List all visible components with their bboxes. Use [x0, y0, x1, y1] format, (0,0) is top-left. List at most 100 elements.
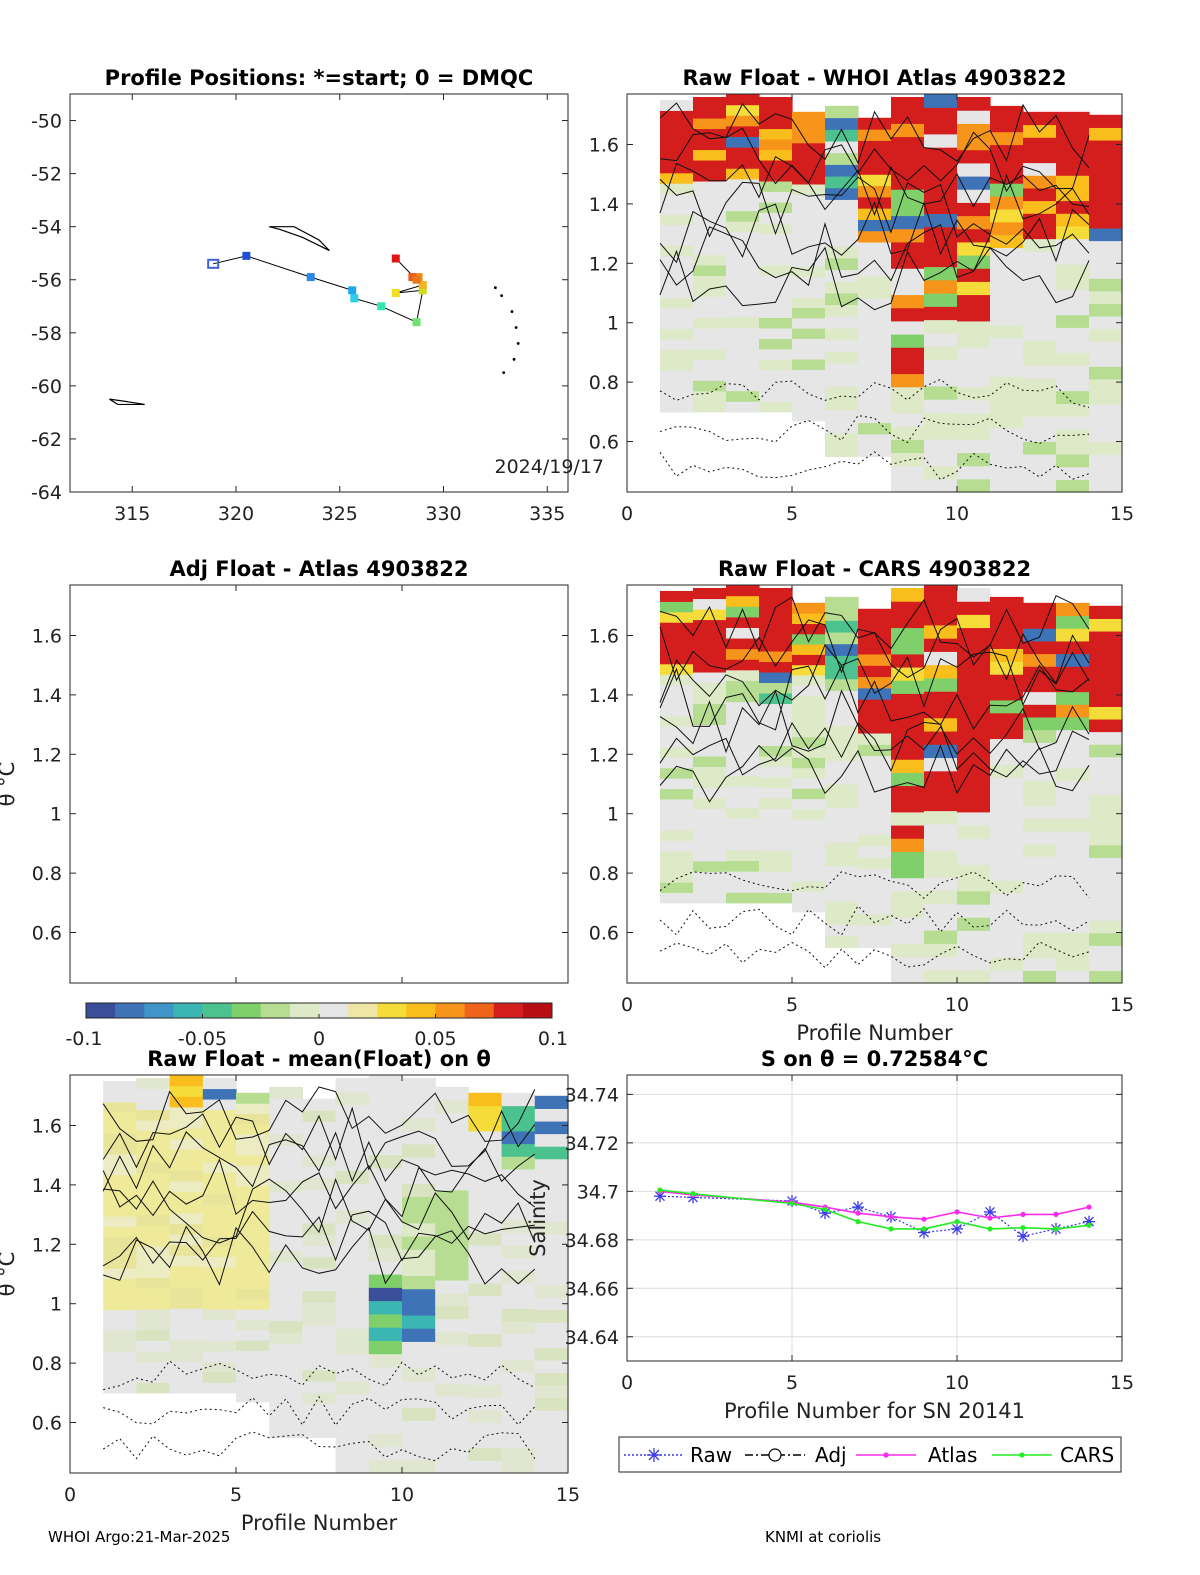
contour-line — [659, 127, 1090, 193]
heatmap-cell — [1056, 843, 1090, 857]
colorbar: -0.1 -0.05 0 0.05 0.1 — [65, 1002, 568, 1050]
heatmap-cell — [368, 1419, 403, 1434]
heatmap-cell — [236, 1113, 270, 1125]
heatmap-cell — [759, 243, 793, 255]
colorbar-swatch — [86, 1003, 116, 1018]
heatmap-cell — [924, 585, 958, 599]
heatmap-cell — [1089, 190, 1123, 204]
heatmap-cell — [924, 120, 958, 135]
heatmap-cell — [335, 1420, 370, 1435]
heatmap-cell — [169, 1149, 204, 1161]
heatmap-cell — [335, 1301, 370, 1316]
heatmap-cell — [759, 692, 793, 705]
heatmap-cell — [103, 1320, 137, 1332]
heatmap-cell — [534, 1120, 569, 1135]
heatmap-cell — [660, 193, 694, 205]
heatmap-cell — [792, 705, 826, 717]
heatmap-cell — [990, 376, 1024, 390]
colorbar-swatch — [493, 1003, 524, 1018]
heatmap-cell — [202, 1319, 237, 1331]
heatmap-cell — [891, 465, 925, 480]
heatmap-cell — [924, 677, 958, 692]
heatmap-cell — [726, 263, 760, 275]
heatmap-cell — [1089, 744, 1123, 758]
heatmap-cell — [335, 1328, 370, 1342]
panel-salinity: S on θ = 0.72584°C 0 5 10 15 34.64 34.66 34.68 3… — [526, 1047, 1134, 1423]
data-point — [1053, 1226, 1059, 1232]
heatmap-cell — [957, 412, 991, 427]
heatmap-cell — [1023, 263, 1057, 278]
heatmap-cell — [825, 234, 859, 247]
heatmap-cell — [693, 629, 727, 642]
heatmap-cell — [858, 800, 892, 813]
colorbar-tick-label: -0.05 — [178, 1028, 227, 1050]
x-tick-label: 10 — [945, 994, 969, 1016]
heatmap-cell — [957, 347, 991, 361]
heatmap-cell — [1023, 352, 1057, 366]
heatmap-cell — [468, 1130, 503, 1145]
heatmap-cell — [1056, 754, 1090, 769]
heatmap-cell — [990, 674, 1024, 688]
heatmap-cell — [136, 1245, 171, 1257]
heatmap-cell — [1089, 177, 1123, 191]
heatmap-cell — [924, 239, 958, 254]
heatmap-cell — [1056, 881, 1090, 895]
heatmap-cell — [792, 777, 826, 789]
heatmap-cell — [1089, 416, 1123, 430]
heatmap-cell — [1089, 932, 1123, 946]
heatmap-cell — [402, 1301, 436, 1316]
heatmap-cell — [169, 1276, 204, 1288]
heatmap-cell — [891, 759, 925, 773]
heatmap-cell — [924, 346, 958, 360]
island-sandwich — [510, 310, 514, 313]
heatmap-cell — [1089, 227, 1123, 242]
heatmap-cell — [858, 445, 892, 457]
heatmap-cell — [103, 1309, 137, 1321]
heatmap-cell — [269, 1425, 303, 1438]
heatmap-cell — [202, 1235, 237, 1247]
heatmap-cell — [759, 776, 793, 788]
y-tick-label: 1.6 — [32, 1115, 62, 1137]
y-tick-label: -60 — [31, 376, 62, 398]
heatmap-cell — [103, 1288, 137, 1300]
heatmap-cell — [990, 828, 1024, 843]
colorbar-swatch — [522, 1003, 553, 1018]
heatmap-cell — [335, 1433, 370, 1448]
heatmap-cell — [1023, 187, 1057, 202]
heatmap-cell — [468, 1447, 503, 1461]
data-point — [657, 1187, 663, 1193]
heatmap-cell — [792, 142, 826, 154]
heatmap-cell — [302, 1347, 337, 1359]
heatmap-cell — [468, 1270, 503, 1284]
heatmap-cell — [660, 297, 694, 309]
heatmap-cell — [435, 1370, 469, 1384]
y-tick-label: -50 — [31, 111, 62, 133]
heatmap-cell — [726, 595, 760, 607]
heatmap-cell — [693, 839, 727, 851]
heatmap-cell — [990, 157, 1024, 171]
axes-frame — [626, 584, 1123, 984]
heatmap-cell — [693, 170, 727, 182]
heatmap-cell — [169, 1308, 204, 1320]
heatmap-cell — [534, 1284, 569, 1298]
heatmap-cell — [759, 369, 793, 381]
heatmap-cell — [792, 829, 826, 841]
heatmap-cell — [759, 107, 793, 119]
heatmap-cell — [693, 369, 727, 381]
contour-line — [102, 1086, 536, 1142]
heatmap-cell — [202, 1151, 237, 1163]
heatmap-cell — [468, 1257, 503, 1271]
heatmap-cell — [534, 1384, 569, 1399]
heatmap-cell — [693, 96, 727, 109]
heatmap-cell — [792, 716, 826, 727]
heatmap-cell — [990, 298, 1024, 313]
heatmap-cell — [103, 1174, 137, 1186]
heatmap-cell — [726, 849, 760, 862]
heatmap-cell — [891, 798, 925, 813]
heatmap-cell — [468, 1409, 503, 1423]
data-point — [987, 1226, 993, 1232]
heatmap-cell — [858, 721, 892, 734]
heatmap-cell — [136, 1193, 171, 1205]
heatmap-cell — [825, 737, 859, 750]
heatmap-cell — [1056, 377, 1090, 392]
